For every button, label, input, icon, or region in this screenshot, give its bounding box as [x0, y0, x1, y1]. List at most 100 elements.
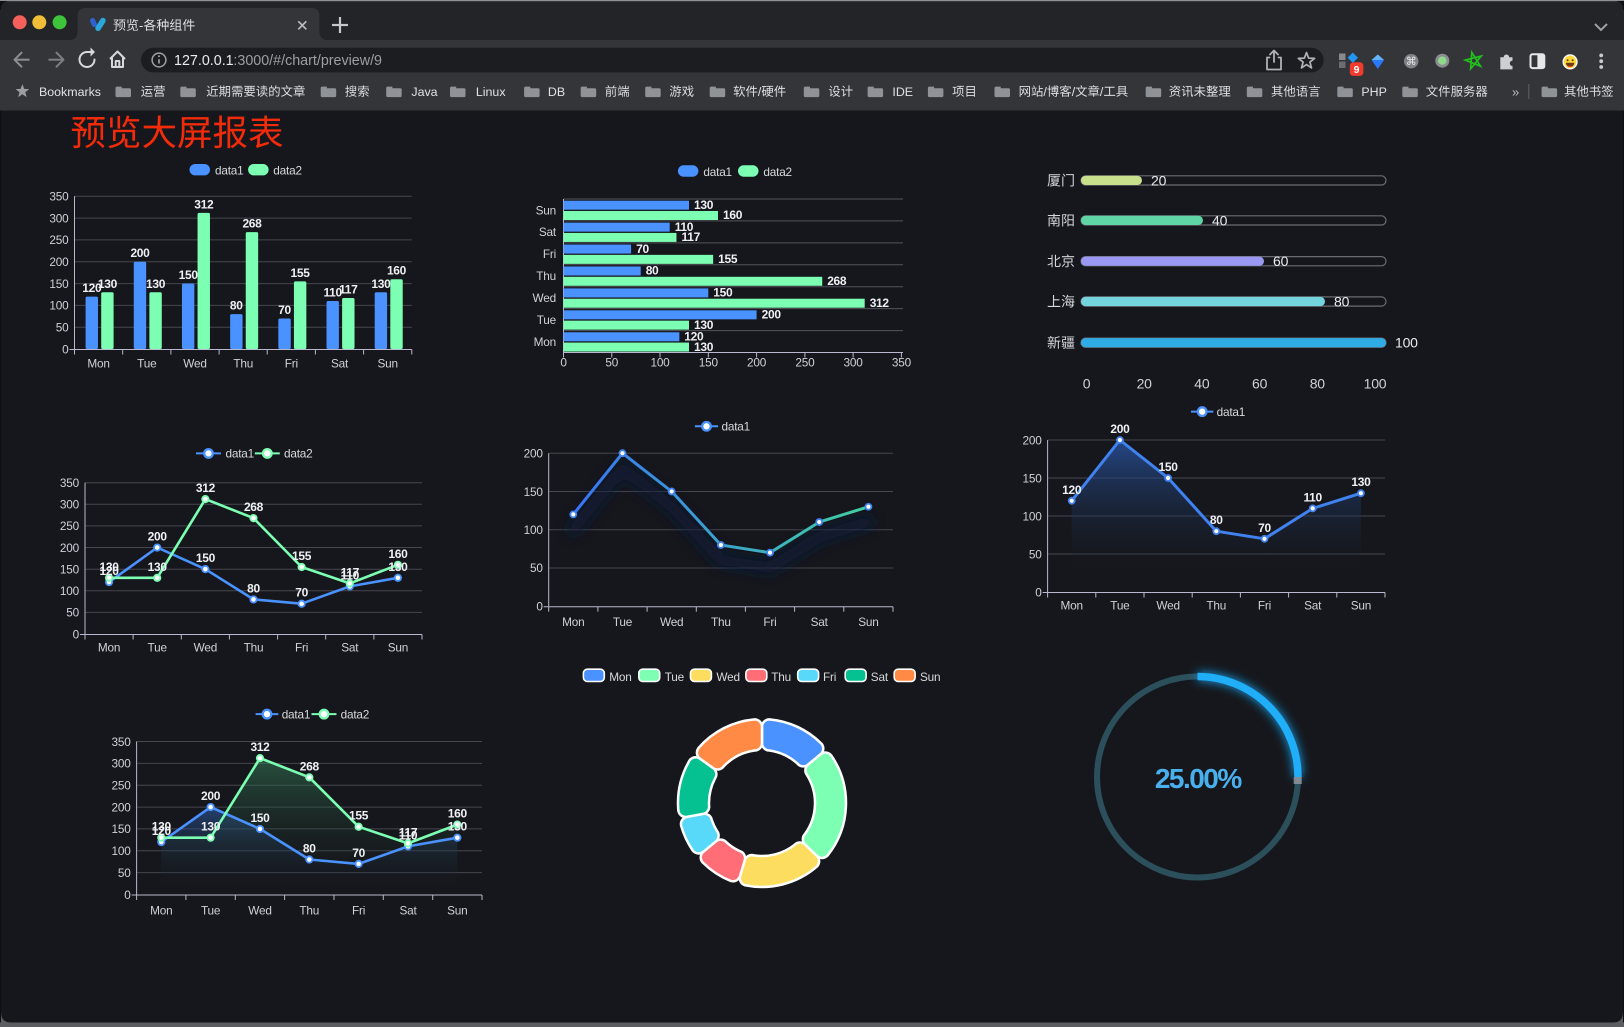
svg-text:120: 120: [684, 330, 704, 344]
svg-text:300: 300: [112, 757, 132, 771]
svg-text:/: /: [1072, 85, 1076, 99]
svg-text:80: 80: [247, 581, 260, 595]
svg-text:350: 350: [112, 735, 132, 749]
svg-text:40: 40: [1212, 212, 1228, 228]
svg-text:70: 70: [278, 303, 291, 317]
svg-text:268: 268: [827, 274, 847, 288]
svg-text:Sun: Sun: [388, 641, 408, 655]
svg-text:250: 250: [795, 356, 815, 370]
svg-text:130: 130: [201, 820, 221, 834]
svg-text:200: 200: [130, 246, 150, 260]
svg-text:Sun: Sun: [536, 203, 556, 217]
svg-text:130: 130: [448, 820, 468, 834]
svg-text:80: 80: [1210, 513, 1223, 527]
svg-text:Wed: Wed: [533, 291, 556, 305]
svg-text:70: 70: [636, 242, 649, 256]
svg-text:-: -: [139, 18, 143, 33]
svg-text:50: 50: [66, 606, 79, 620]
svg-text:130: 130: [694, 340, 714, 354]
svg-text:110: 110: [675, 220, 694, 234]
svg-text:268: 268: [242, 217, 262, 231]
svg-text:160: 160: [723, 208, 743, 222]
svg-text:PHP: PHP: [1361, 85, 1386, 99]
svg-text:20: 20: [1137, 376, 1153, 392]
svg-text:100: 100: [112, 844, 132, 858]
svg-text:312: 312: [870, 296, 890, 310]
svg-text:»: »: [1512, 85, 1519, 100]
svg-text:150: 150: [1023, 471, 1043, 485]
svg-text:Tue: Tue: [148, 641, 168, 655]
svg-text:50: 50: [530, 561, 543, 575]
svg-text:312: 312: [250, 740, 270, 754]
svg-text:60: 60: [1252, 376, 1268, 392]
svg-text:200: 200: [60, 541, 80, 555]
svg-text:268: 268: [244, 500, 264, 514]
svg-text:0: 0: [73, 627, 80, 641]
svg-text:200: 200: [49, 255, 69, 269]
svg-text:Tue: Tue: [537, 313, 557, 327]
svg-text:/: /: [758, 85, 762, 99]
svg-text:60: 60: [1273, 253, 1289, 269]
svg-text:Thu: Thu: [711, 615, 731, 629]
svg-text:50: 50: [1029, 547, 1042, 561]
svg-text:117: 117: [682, 230, 701, 244]
svg-text:Tue: Tue: [613, 615, 633, 629]
svg-text:Thu: Thu: [771, 670, 791, 684]
svg-text:Mon: Mon: [534, 335, 556, 349]
svg-text:80: 80: [1310, 376, 1326, 392]
svg-text:Sat: Sat: [331, 357, 349, 371]
svg-text:110: 110: [323, 286, 342, 300]
svg-text:data1: data1: [1217, 405, 1246, 419]
svg-text:130: 130: [371, 277, 391, 291]
svg-text:350: 350: [49, 190, 69, 204]
svg-text:⌘: ⌘: [1406, 56, 1417, 68]
svg-text:110: 110: [1303, 490, 1322, 504]
svg-text:Wed: Wed: [248, 904, 271, 918]
svg-text:Fri: Fri: [352, 904, 365, 918]
svg-text:160: 160: [388, 547, 408, 561]
svg-text:160: 160: [448, 807, 468, 821]
svg-text:50: 50: [56, 321, 69, 335]
svg-text:data1: data1: [703, 165, 732, 179]
svg-text:Thu: Thu: [244, 641, 264, 655]
svg-text:250: 250: [112, 779, 132, 793]
svg-text:130: 130: [148, 560, 168, 574]
svg-text:Wed: Wed: [660, 615, 683, 629]
svg-text:Fri: Fri: [543, 247, 556, 261]
svg-text:Sat: Sat: [341, 641, 359, 655]
svg-text:Fri: Fri: [1258, 599, 1271, 613]
svg-text:200: 200: [524, 447, 544, 461]
svg-text:150: 150: [524, 485, 544, 499]
svg-text:155: 155: [349, 809, 369, 823]
svg-text:Tue: Tue: [201, 904, 221, 918]
svg-text:155: 155: [718, 252, 738, 266]
svg-text:100: 100: [650, 356, 670, 370]
svg-text:100: 100: [60, 584, 80, 598]
svg-text:120: 120: [1062, 483, 1082, 497]
svg-text:155: 155: [291, 266, 311, 280]
svg-text:130: 130: [694, 198, 714, 212]
svg-text:130: 130: [1351, 475, 1371, 489]
svg-text:Fri: Fri: [295, 641, 308, 655]
svg-text:250: 250: [60, 519, 80, 533]
svg-text:300: 300: [49, 211, 69, 225]
svg-text:268: 268: [300, 759, 320, 773]
svg-text:/: /: [1100, 85, 1104, 99]
svg-text:Mon: Mon: [150, 904, 172, 918]
svg-text:300: 300: [60, 498, 80, 512]
svg-text:150: 150: [699, 356, 719, 370]
svg-text:130: 130: [146, 277, 166, 291]
svg-text:Java: Java: [411, 85, 437, 99]
svg-text:120: 120: [152, 824, 172, 838]
svg-text:data2: data2: [341, 707, 370, 721]
svg-text:Sat: Sat: [399, 904, 417, 918]
svg-text:127.0.0.1: 127.0.0.1: [174, 53, 234, 69]
svg-text:130: 130: [694, 318, 714, 332]
svg-text:150: 150: [60, 563, 80, 577]
svg-text:200: 200: [747, 356, 767, 370]
svg-text:150: 150: [112, 822, 132, 836]
svg-text:70: 70: [1258, 521, 1271, 535]
svg-text:130: 130: [98, 277, 118, 291]
svg-text:data1: data1: [282, 707, 311, 721]
svg-text:25.00%: 25.00%: [1155, 763, 1243, 794]
